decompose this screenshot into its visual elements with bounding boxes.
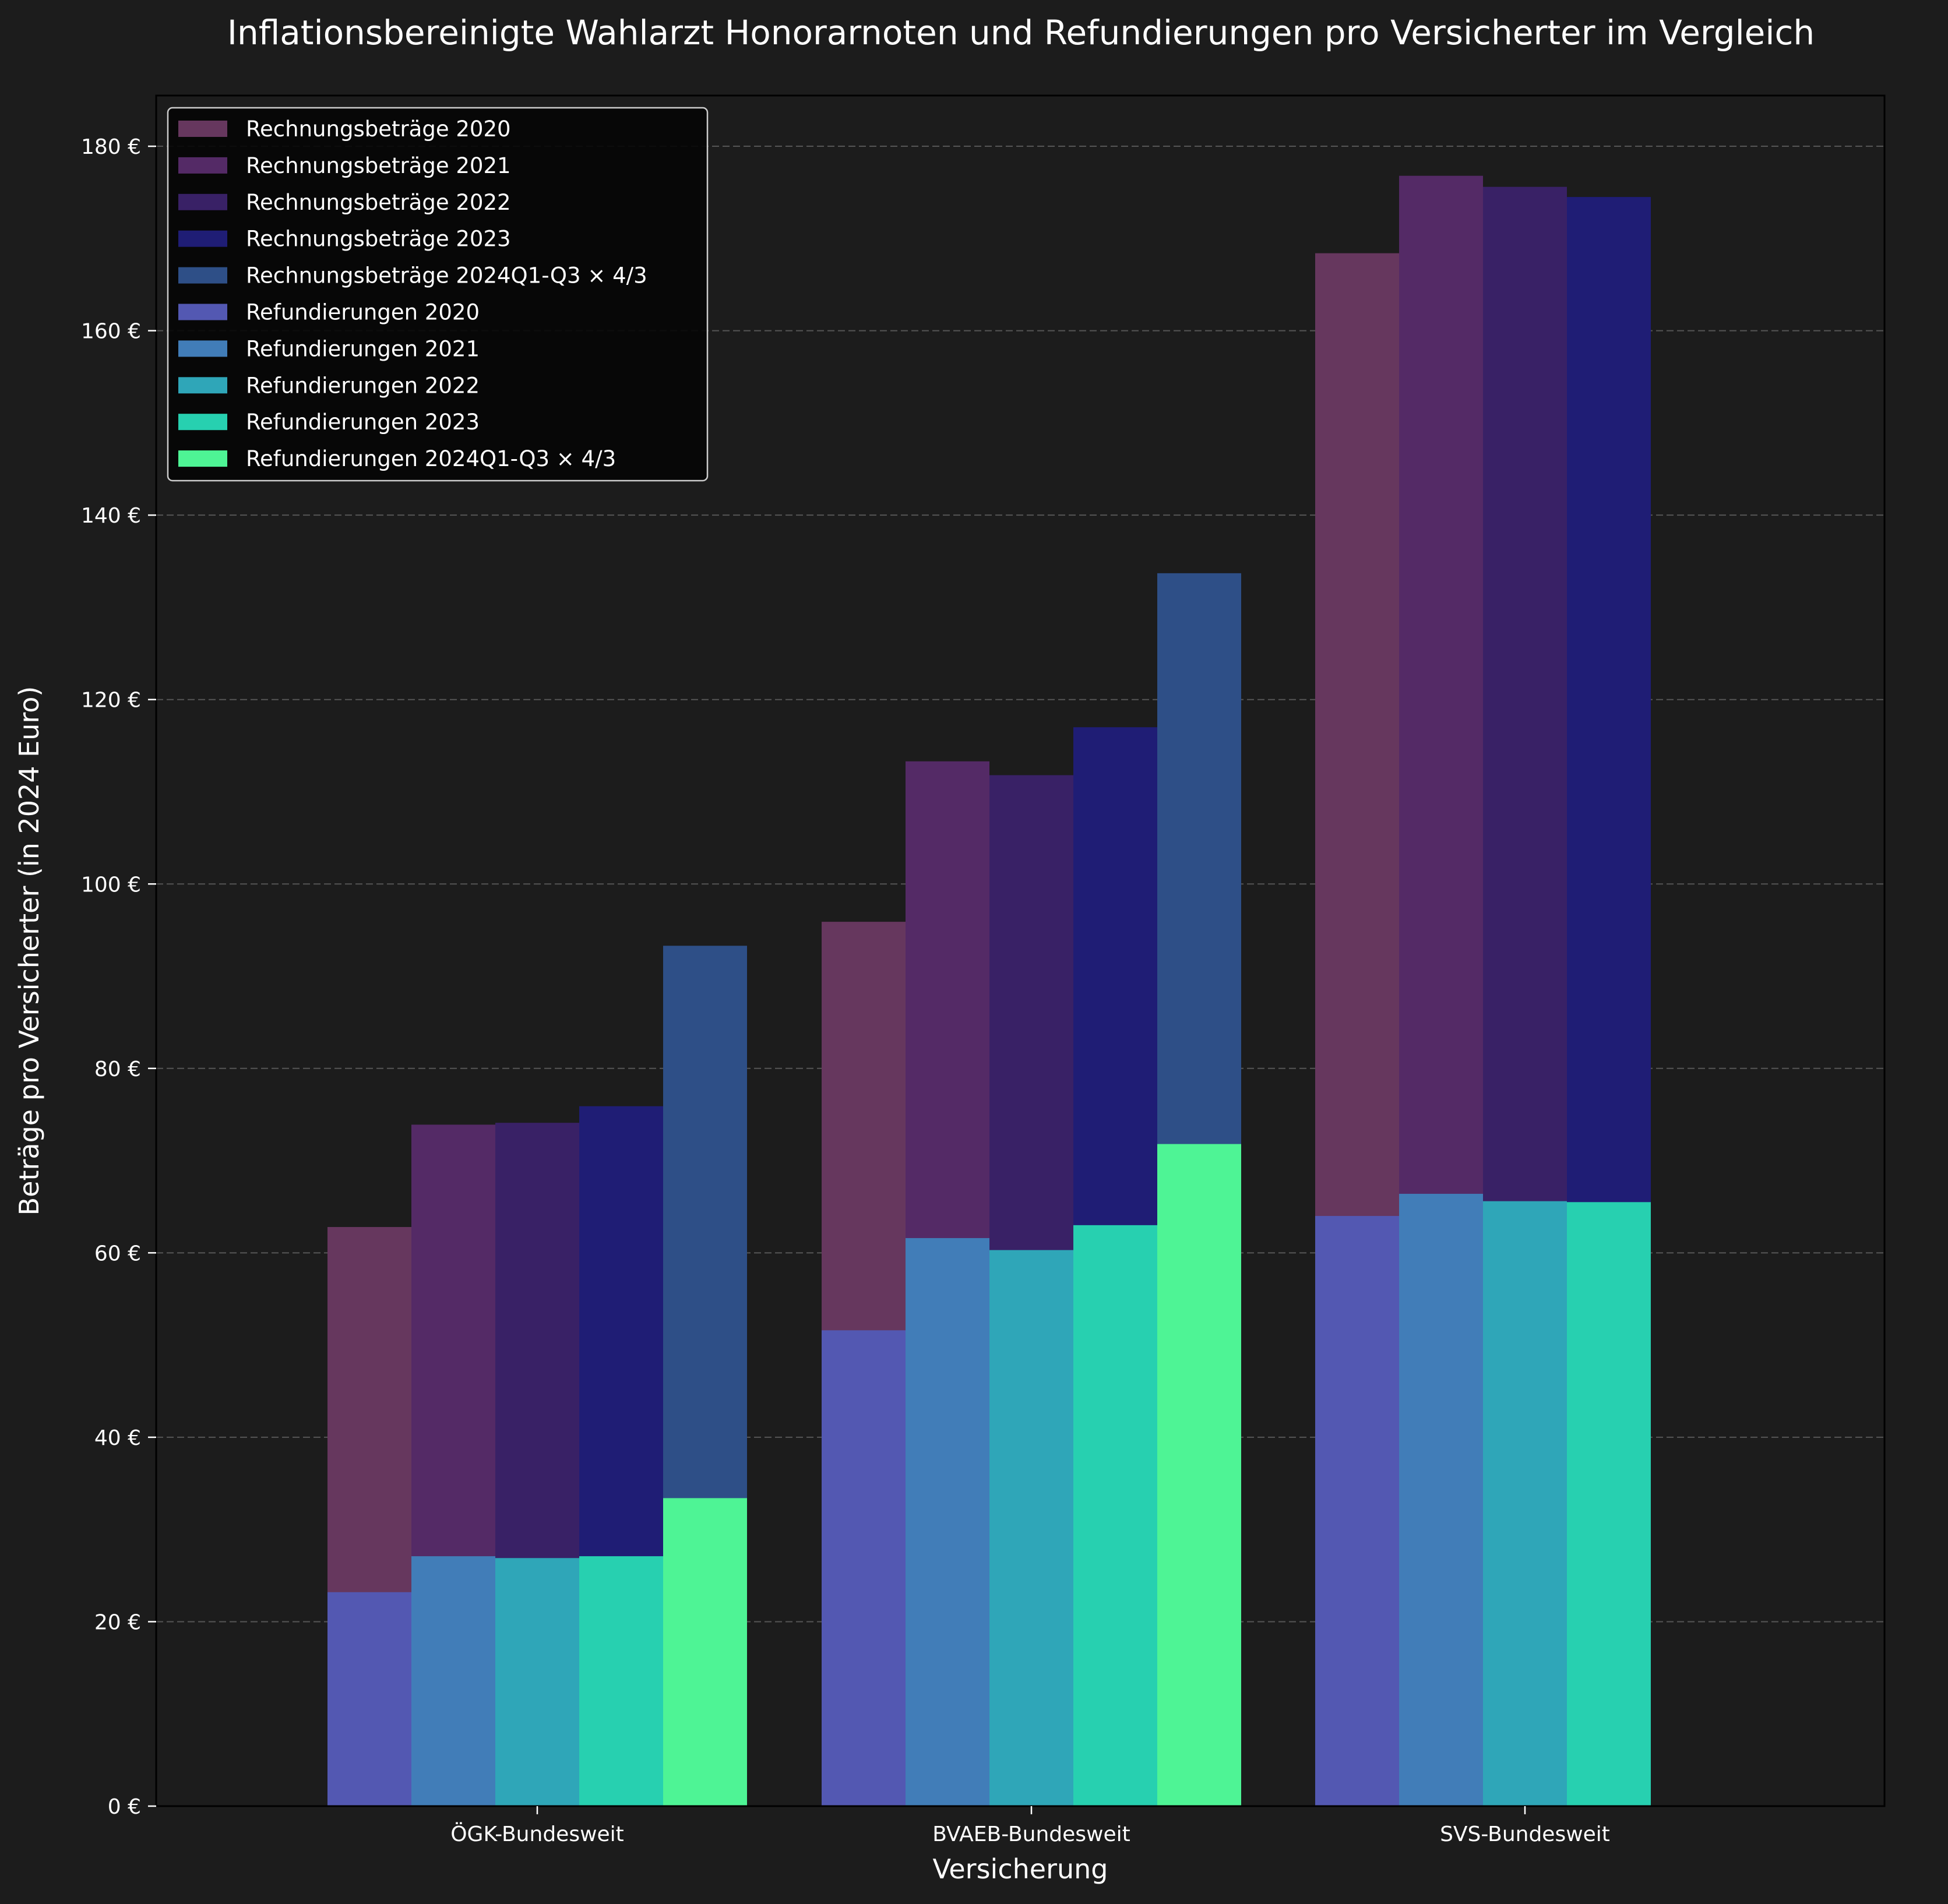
plot-frame: [155, 94, 1886, 1807]
bar-refund-1: [1399, 1194, 1483, 1806]
bar-refund-3: [1073, 1225, 1157, 1806]
legend-label: Rechnungsbeträge 2020: [246, 117, 511, 142]
bar-refund-2: [989, 1250, 1073, 1806]
y-axis-label: Beträge pro Versicherter (in 2024 Euro): [13, 686, 45, 1216]
legend-swatch: [178, 157, 227, 174]
legend-swatch: [178, 121, 227, 137]
bar-refund-4: [663, 1498, 747, 1806]
y-tick-label: 80 €: [94, 1057, 141, 1081]
legend-label: Rechnungsbeträge 2022: [246, 190, 511, 215]
y-tick-label: 0 €: [108, 1795, 141, 1819]
chart-title: Inflationsbereinigte Wahlarzt Honorarnot…: [227, 13, 1815, 52]
y-tick-label: 120 €: [81, 689, 141, 713]
x-tick-label: ÖGK-Bundesweit: [450, 1822, 624, 1846]
legend-swatch: [178, 304, 227, 320]
bar-refund-0: [1315, 1216, 1399, 1806]
y-tick-label: 40 €: [94, 1426, 141, 1450]
legend-swatch: [178, 340, 227, 357]
y-axis-ticks: 0 € 20 € 40 € 60 € 80 € 100 € 120 € 140 € 160 € 1…: [81, 135, 156, 1819]
legend-label: Refundierungen 2024Q1-Q3 × 4/3: [246, 446, 616, 471]
legend-label: Rechnungsbeträge 2024Q1-Q3 × 4/3: [246, 263, 647, 288]
legend-label: Rechnungsbeträge 2021: [246, 153, 511, 178]
y-tick-label: 140 €: [81, 504, 141, 528]
legend: Rechnungsbeträge 2020 Rechnungsbeträge 20…: [167, 107, 709, 482]
bar-refund-0: [327, 1592, 411, 1806]
x-axis-ticks: ÖGK-Bundesweit BVAEB-Bundesweit SVS-Bundes…: [450, 1806, 1610, 1846]
bar-refund-1: [411, 1556, 495, 1806]
legend-box: [167, 107, 709, 482]
x-tick-label: SVS-Bundesweit: [1440, 1822, 1610, 1846]
legend-label: Refundierungen 2023: [246, 410, 480, 435]
legend-label: Refundierungen 2022: [246, 373, 480, 398]
y-tick-label: 60 €: [94, 1242, 141, 1265]
bar-refund-1: [906, 1238, 989, 1806]
y-tick-label: 180 €: [81, 135, 141, 159]
legend-swatch: [178, 230, 227, 247]
legend-label: Rechnungsbeträge 2023: [246, 227, 511, 252]
bar-refund-0: [822, 1330, 906, 1806]
bar-refund-4: [1157, 1144, 1241, 1806]
y-tick-label: 100 €: [81, 873, 141, 897]
legend-swatch: [178, 450, 227, 467]
bars: [327, 175, 1651, 1807]
bar-refund-3: [579, 1556, 663, 1806]
axes: [155, 94, 1886, 1807]
y-tick-label: 160 €: [81, 320, 141, 344]
bar-refund-3: [1567, 1202, 1651, 1806]
legend-swatch: [178, 377, 227, 394]
legend-swatch: [178, 414, 227, 431]
y-tick-label: 20 €: [94, 1610, 141, 1634]
x-tick-label: BVAEB-Bundesweit: [932, 1822, 1130, 1846]
bar-refund-2: [495, 1558, 579, 1806]
legend-label: Refundierungen 2021: [246, 336, 480, 361]
x-axis-label: Versicherung: [932, 1853, 1108, 1885]
legend-swatch: [178, 267, 227, 284]
bar-refund-2: [1483, 1201, 1567, 1806]
legend-swatch: [178, 193, 227, 210]
legend-label: Refundierungen 2020: [246, 300, 480, 325]
